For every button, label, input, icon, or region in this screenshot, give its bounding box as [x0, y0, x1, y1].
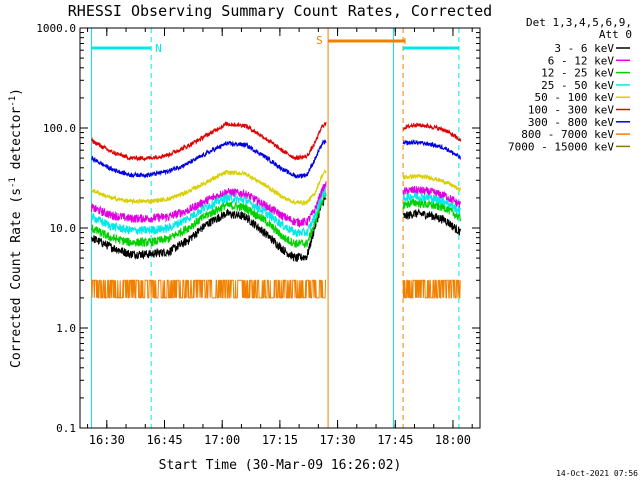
y-tick-label-2: 10.0 — [50, 222, 77, 235]
legend-header-attenuator: Att 0 — [599, 28, 632, 41]
legend-header-detectors: Det 1,3,4,5,6,9, — [526, 16, 632, 29]
y-axis-label-sup2: -1 — [8, 96, 18, 107]
series-line-7-seg1 — [402, 279, 461, 299]
legend-label-6: 300 - 800 keV — [528, 116, 614, 129]
series-line-2-seg0 — [91, 192, 327, 248]
y-axis-label-main: Corrected Count Rate (s — [9, 188, 24, 368]
series-line-5-seg0 — [91, 120, 327, 162]
series-line-1-seg0 — [91, 181, 327, 229]
x-tick-label-1: 16:45 — [146, 433, 182, 447]
series-line-0-seg1 — [402, 208, 462, 236]
y-tick-label-4: 1000.0 — [36, 22, 76, 35]
series-layer — [91, 120, 462, 299]
series-line-3-seg1 — [402, 192, 461, 215]
y-tick-label-0: 0.1 — [56, 422, 76, 435]
series-line-4-seg0 — [91, 169, 327, 207]
x-tick-label-2: 17:00 — [204, 433, 240, 447]
y-axis-label-mid: detector — [9, 107, 24, 178]
x-tick-label-0: 16:30 — [89, 433, 125, 447]
series-line-6-seg0 — [91, 139, 327, 179]
axis-ticks: 0.1 1.0 10.0 100.0 1000.0 16:30 16:45 17:00 17:1… — [36, 22, 480, 447]
x-tick-label-6: 18:00 — [435, 433, 471, 447]
y-axis-label: Corrected Count Rate (s-1 detector-1) — [8, 88, 24, 368]
legend-label-1: 6 - 12 keV — [548, 54, 615, 67]
y-tick-label-3: 100.0 — [43, 122, 76, 135]
y-tick-label-1: 1.0 — [56, 322, 76, 335]
series-line-2-seg1 — [402, 197, 462, 221]
series-line-5-seg1 — [402, 122, 462, 142]
night-label-0: N — [155, 42, 162, 55]
x-tick-label-5: 17:45 — [377, 433, 413, 447]
y-axis-label-end: ) — [9, 88, 24, 96]
legend-label-7: 800 - 7000 keV — [521, 128, 614, 141]
legend-label-4: 50 - 100 keV — [535, 91, 615, 104]
legend-label-5: 100 - 300 keV — [528, 104, 614, 117]
x-tick-label-3: 17:15 — [262, 433, 298, 447]
series-line-6-seg1 — [402, 138, 461, 161]
legend-label-0: 3 - 6 keV — [554, 42, 614, 55]
legend-label-3: 25 - 50 keV — [541, 79, 614, 92]
series-line-3-seg0 — [91, 186, 327, 238]
series-line-0-seg0 — [91, 196, 327, 263]
series-line-1-seg1 — [402, 185, 461, 208]
series-line-4-seg1 — [402, 173, 462, 193]
flare-label-0: S — [316, 34, 323, 47]
y-axis-label-sup1: -1 — [8, 177, 18, 188]
x-tick-label-4: 17:30 — [320, 433, 356, 447]
x-axis-label: Start Time (30-Mar-09 16:26:02) — [159, 458, 402, 473]
series-line-7-seg0 — [91, 279, 326, 299]
legend-label-2: 12 - 25 keV — [541, 67, 614, 80]
legend-label-8: 7000 - 15000 keV — [508, 140, 614, 153]
date-stamp: 14-Oct-2021 07:56 — [556, 469, 638, 478]
chart-title: RHESSI Observing Summary Count Rates, Co… — [68, 2, 492, 20]
